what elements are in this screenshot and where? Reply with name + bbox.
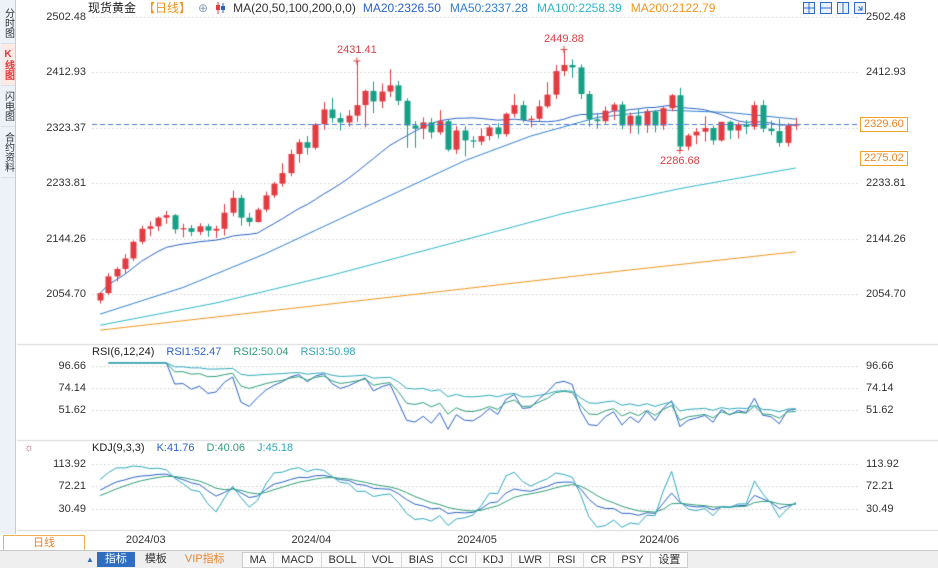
axis-label: 113.92 (53, 457, 86, 470)
period-label: 【日线】 (143, 1, 192, 15)
axis-label: 72.21 (866, 480, 894, 493)
kdj-legend: K:41.76 D:40.06 J:45.18 (157, 442, 306, 454)
x-axis-label: 2024/04 (291, 534, 332, 546)
sidebar-tab-kline-chart[interactable]: K线图 (0, 44, 15, 86)
menu-tab-templates[interactable]: 模板 (144, 553, 167, 565)
axis-label: 30.49 (58, 502, 86, 515)
axis-label: 96.66 (58, 360, 86, 373)
price-annotation: 2286.68 (660, 155, 700, 168)
ma-legend-item-0: MA20:2326.50 (362, 0, 441, 15)
axis-label: 2144.26 (46, 232, 86, 245)
indicator-tab-boll[interactable]: BOLL (322, 552, 365, 567)
axis-label: 2323.37 (46, 121, 86, 134)
ma-legend-item-1: MA50:2337.28 (449, 0, 528, 15)
x-axis-label: 2024/05 (457, 534, 497, 546)
indicator-tab-rsi[interactable]: RSI (550, 552, 584, 567)
ma-legend-item-2: MA100:2258.39 (536, 0, 622, 15)
axis-label: 96.66 (866, 360, 894, 373)
x-axis-label: 2024/06 (639, 534, 680, 546)
x-axis-label: 2024/03 (125, 534, 166, 546)
axis-label: 51.62 (866, 404, 894, 417)
add-indicator-icon[interactable]: ⊕ (198, 0, 209, 15)
kdj-legend-item-0: K:41.76 (156, 442, 195, 454)
menu-tab-indicators[interactable]: 指标 (96, 552, 135, 567)
indicator-tab-cr[interactable]: CR (584, 552, 615, 567)
kdj-header: KDJ(9,3,3) K:41.76 D:40.06 J:45.18 (92, 442, 305, 454)
ma-formula: MA(20,50,100,200,0,0) (233, 0, 356, 15)
period-tab-daily[interactable]: 日线 (3, 535, 85, 551)
kdj-legend-item-2: J:45.18 (257, 442, 294, 454)
axis-label: 2502.48 (866, 11, 906, 24)
indicator-tab-cci[interactable]: CCI (442, 552, 476, 567)
candlestick-icon (216, 1, 226, 14)
indicator-tab-macd[interactable]: MACD (274, 552, 322, 567)
rsi-legend-item-2: RSI3:50.98 (300, 346, 356, 358)
rsi-legend-item-1: RSI2:50.04 (233, 346, 289, 358)
toolbar-menu-tabs: 指标 模板 VIP指标 (96, 552, 233, 567)
kdj-formula: KDJ(9,3,3) (92, 442, 145, 454)
rsi-legend: RSI1:52.47 RSI2:50.04 RSI3:50.98 (166, 346, 367, 358)
ma-legend: MA20:2326.50 MA50:2337.28 MA100:2258.39 MA2… (363, 1, 725, 15)
indicator-tab-vol[interactable]: VOL (365, 552, 402, 567)
sidebar-tab-lightning-chart[interactable]: 闪电图 (0, 86, 15, 127)
axis-label: 51.62 (58, 404, 86, 417)
axis-label: 2412.93 (866, 66, 906, 79)
indicator-tab-kdj[interactable]: KDJ (476, 552, 512, 567)
tab-settings[interactable]: 设置 (658, 553, 681, 566)
price-annotation: 2431.41 (337, 43, 377, 56)
axis-label: 74.14 (866, 382, 894, 395)
axis-label: 2233.81 (46, 177, 86, 190)
axis-label: 72.21 (58, 480, 86, 493)
indicator-settings-icon[interactable]: ☼ (24, 442, 35, 454)
left-sidebar: 分时图 K线图 闪电图 合约资料 (0, 0, 16, 534)
instrument-title: 现货黄金 (88, 1, 137, 15)
axis-label: 2502.48 (46, 11, 86, 24)
current-price-tag: 2329.60 (860, 116, 908, 132)
axis-label: 2144.26 (866, 232, 906, 245)
layout-cols-icon[interactable] (837, 2, 849, 14)
sidebar-tab-time-chart[interactable]: 分时图 (0, 3, 15, 44)
marked-price-tag: 2275.02 (860, 150, 908, 166)
indicator-tab-bias[interactable]: BIAS (402, 552, 442, 567)
axis-label: 2054.70 (866, 287, 906, 300)
indicator-tab-ma[interactable]: MA (243, 552, 275, 567)
axis-label: 30.49 (866, 502, 894, 515)
menu-tab-vip-indicators[interactable]: VIP指标 (184, 553, 225, 565)
chart-header: 现货黄金 【日线】 ⊕ MA(20,50,100,200,0,0) MA20:2… (88, 0, 725, 16)
axis-label: 113.92 (866, 457, 899, 470)
axis-label: 2412.93 (46, 66, 86, 79)
price-annotation: 2449.88 (544, 32, 584, 45)
expand-triangle-icon[interactable]: ▲ (86, 554, 94, 564)
layout-rows-icon[interactable] (820, 2, 832, 14)
rsi-header: RSI(6,12,24) RSI1:52.47 RSI2:50.04 RSI3:50… (92, 346, 368, 358)
layout-expand-icon[interactable] (854, 2, 866, 14)
indicator-tab-lwr[interactable]: LWR (512, 552, 551, 567)
layout-icons (803, 2, 866, 14)
sidebar-tab-contract-info[interactable]: 合约资料 (0, 127, 15, 178)
bottom-toolbar: ▲ 指标 模板 VIP指标 MA MACD BOLL VOL BIAS CCI KDJ LWR RS… (0, 550, 938, 568)
axis-label: 2233.81 (866, 177, 906, 190)
rsi-legend-item-0: RSI1:52.47 (166, 346, 222, 358)
toolbar-indicator-tabs: MA MACD BOLL VOL BIAS CCI KDJ LWR RSI CR PSY 设置 (236, 551, 689, 568)
rsi-formula: RSI(6,12,24) (92, 346, 155, 358)
indicator-tab-psy[interactable]: PSY (614, 552, 652, 567)
ma-legend-item-3: MA200:2122.79 (630, 0, 716, 15)
layout-grid-icon[interactable] (803, 2, 815, 14)
axis-label: 2054.70 (46, 287, 86, 300)
axis-label: 74.14 (58, 382, 86, 395)
kdj-legend-item-1: D:40.06 (206, 442, 246, 454)
